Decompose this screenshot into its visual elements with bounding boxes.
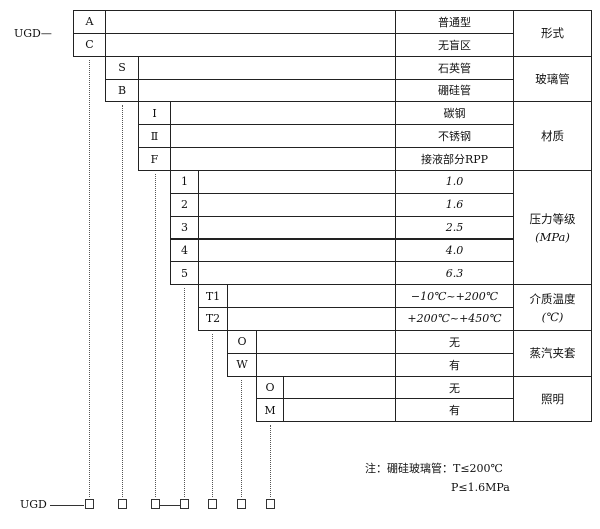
code-slot-box[interactable] bbox=[85, 499, 94, 509]
option-value: 无盲区 bbox=[395, 32, 514, 57]
code-cell: 3 bbox=[170, 215, 199, 240]
code-cell: M bbox=[256, 398, 284, 423]
dotted-guide-line bbox=[241, 379, 242, 497]
group-title: 介质温度 bbox=[529, 291, 576, 306]
code-cell: B bbox=[105, 78, 139, 103]
blank-cell bbox=[105, 32, 396, 57]
code-cell: Ⅰ bbox=[138, 101, 171, 126]
model-prefix-bottom: UGD bbox=[20, 498, 47, 511]
code-cell: C bbox=[73, 32, 106, 57]
blank-cell bbox=[170, 147, 396, 171]
blank-cell bbox=[198, 215, 396, 240]
option-value: 有 bbox=[395, 352, 514, 377]
blank-cell bbox=[105, 10, 396, 34]
dotted-guide-line bbox=[184, 288, 185, 497]
note-line-1: 注：硼硅玻璃管：T≤200℃ bbox=[365, 462, 503, 475]
group-label: 玻璃管 bbox=[513, 55, 592, 103]
group-unit: (MPa) bbox=[535, 229, 570, 244]
code-cell: T2 bbox=[198, 307, 228, 331]
group-title: 玻璃管 bbox=[535, 72, 570, 87]
model-prefix-top: UGD— bbox=[14, 27, 52, 40]
group-unit: (℃) bbox=[541, 309, 564, 324]
code-cell: S bbox=[105, 55, 139, 80]
option-value: 2.5 bbox=[395, 215, 514, 240]
blank-cell bbox=[138, 55, 396, 80]
dotted-guide-line bbox=[89, 59, 90, 497]
dotted-guide-line bbox=[270, 425, 271, 497]
group-title: 形式 bbox=[541, 26, 564, 41]
blank-cell bbox=[198, 169, 396, 194]
blank-cell bbox=[256, 329, 396, 354]
code-cell: T1 bbox=[198, 284, 228, 309]
dotted-guide-line bbox=[122, 105, 123, 497]
blank-cell bbox=[227, 307, 396, 331]
option-value: 碳钢 bbox=[395, 101, 514, 126]
blank-cell bbox=[198, 192, 396, 217]
code-cell: 5 bbox=[170, 261, 199, 286]
blank-cell bbox=[170, 124, 396, 149]
code-cell: 4 bbox=[170, 238, 199, 263]
code-cell: W bbox=[227, 352, 257, 377]
code-cell: O bbox=[227, 329, 257, 354]
option-value: 有 bbox=[395, 398, 514, 423]
code-cell: Ⅱ bbox=[138, 124, 171, 149]
code-slot-box[interactable] bbox=[237, 499, 246, 509]
code-slot-box[interactable] bbox=[118, 499, 127, 509]
separator-line bbox=[160, 505, 180, 506]
option-value: 1.0 bbox=[395, 169, 514, 194]
blank-cell bbox=[170, 101, 396, 126]
group-label: 材质 bbox=[513, 101, 592, 171]
group-label: 压力等级 (MPa) bbox=[513, 169, 592, 286]
blank-cell bbox=[227, 284, 396, 309]
option-value: 4.0 bbox=[395, 238, 514, 263]
dotted-guide-line bbox=[155, 173, 156, 497]
blank-cell bbox=[256, 352, 396, 377]
option-value: 无 bbox=[395, 329, 514, 354]
option-value: 6.3 bbox=[395, 261, 514, 286]
blank-cell bbox=[283, 375, 396, 400]
option-value: +200℃~+450℃ bbox=[395, 307, 514, 331]
code-cell: 1 bbox=[170, 169, 199, 194]
code-slot-box[interactable] bbox=[180, 499, 189, 509]
group-label: 蒸汽夹套 bbox=[513, 329, 592, 377]
blank-cell bbox=[198, 238, 396, 263]
group-label: 形式 bbox=[513, 10, 592, 57]
code-cell: 2 bbox=[170, 192, 199, 217]
blank-cell bbox=[283, 398, 396, 423]
option-value: −10℃~+200℃ bbox=[395, 284, 514, 309]
group-label: 介质温度 (℃) bbox=[513, 284, 592, 331]
blank-cell bbox=[138, 78, 396, 103]
code-slot-box[interactable] bbox=[208, 499, 217, 509]
group-title: 蒸汽夹套 bbox=[529, 346, 576, 361]
code-slot-box[interactable] bbox=[266, 499, 275, 509]
option-value: 不锈钢 bbox=[395, 124, 514, 149]
option-value: 1.6 bbox=[395, 192, 514, 217]
group-title: 材质 bbox=[541, 129, 564, 144]
prefix-connector-line bbox=[50, 505, 84, 506]
option-value: 石英管 bbox=[395, 55, 514, 80]
blank-cell bbox=[198, 261, 396, 286]
option-value: 无 bbox=[395, 375, 514, 400]
group-title: 照明 bbox=[541, 391, 564, 406]
group-label: 照明 bbox=[513, 375, 592, 423]
code-cell: F bbox=[138, 147, 171, 171]
code-cell: A bbox=[73, 10, 106, 34]
note-line-2: P≤1.6MPa bbox=[451, 481, 510, 494]
code-slot-box[interactable] bbox=[151, 499, 160, 509]
option-value: 接液部分RPP bbox=[395, 147, 514, 171]
dotted-guide-line bbox=[212, 333, 213, 497]
option-value: 普通型 bbox=[395, 10, 514, 34]
code-cell: O bbox=[256, 375, 284, 400]
option-value: 硼硅管 bbox=[395, 78, 514, 103]
group-title: 压力等级 bbox=[529, 211, 576, 226]
